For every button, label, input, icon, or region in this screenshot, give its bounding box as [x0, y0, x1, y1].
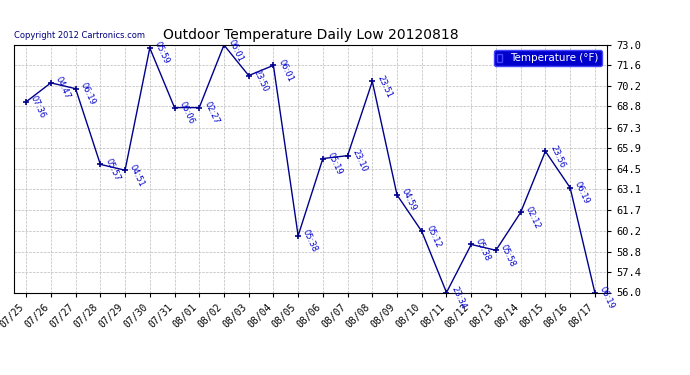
Title: Outdoor Temperature Daily Low 20120818: Outdoor Temperature Daily Low 20120818: [163, 28, 458, 42]
Text: 04:59: 04:59: [400, 188, 418, 213]
Text: 23:50: 23:50: [252, 68, 270, 94]
Text: 05:19: 05:19: [326, 151, 344, 177]
Text: 06:01: 06:01: [277, 58, 295, 83]
Text: 23:34: 23:34: [449, 285, 468, 310]
Text: 23:51: 23:51: [375, 74, 393, 99]
Text: 06:19: 06:19: [598, 285, 616, 310]
Text: 06:06: 06:06: [177, 100, 196, 126]
Text: 02:12: 02:12: [524, 205, 542, 230]
Text: Copyright 2012 Cartronics.com: Copyright 2012 Cartronics.com: [14, 31, 145, 40]
Text: 06:01: 06:01: [227, 38, 245, 63]
Text: 23:10: 23:10: [351, 148, 368, 174]
Text: 06:19: 06:19: [79, 81, 97, 106]
Text: 04:51: 04:51: [128, 163, 146, 188]
Text: 05:57: 05:57: [104, 157, 121, 182]
Text: 07:36: 07:36: [29, 94, 48, 120]
Text: 05:38: 05:38: [301, 228, 319, 254]
Text: 23:56: 23:56: [549, 144, 566, 170]
Text: 05:59: 05:59: [152, 40, 171, 66]
Text: 05:12: 05:12: [425, 224, 443, 249]
Text: 05:58: 05:58: [499, 243, 517, 268]
Text: 04:47: 04:47: [54, 75, 72, 101]
Text: 02:27: 02:27: [202, 100, 220, 126]
Legend: Temperature (°F): Temperature (°F): [494, 50, 602, 66]
Text: 06:19: 06:19: [573, 180, 591, 206]
Text: 05:38: 05:38: [474, 237, 493, 262]
